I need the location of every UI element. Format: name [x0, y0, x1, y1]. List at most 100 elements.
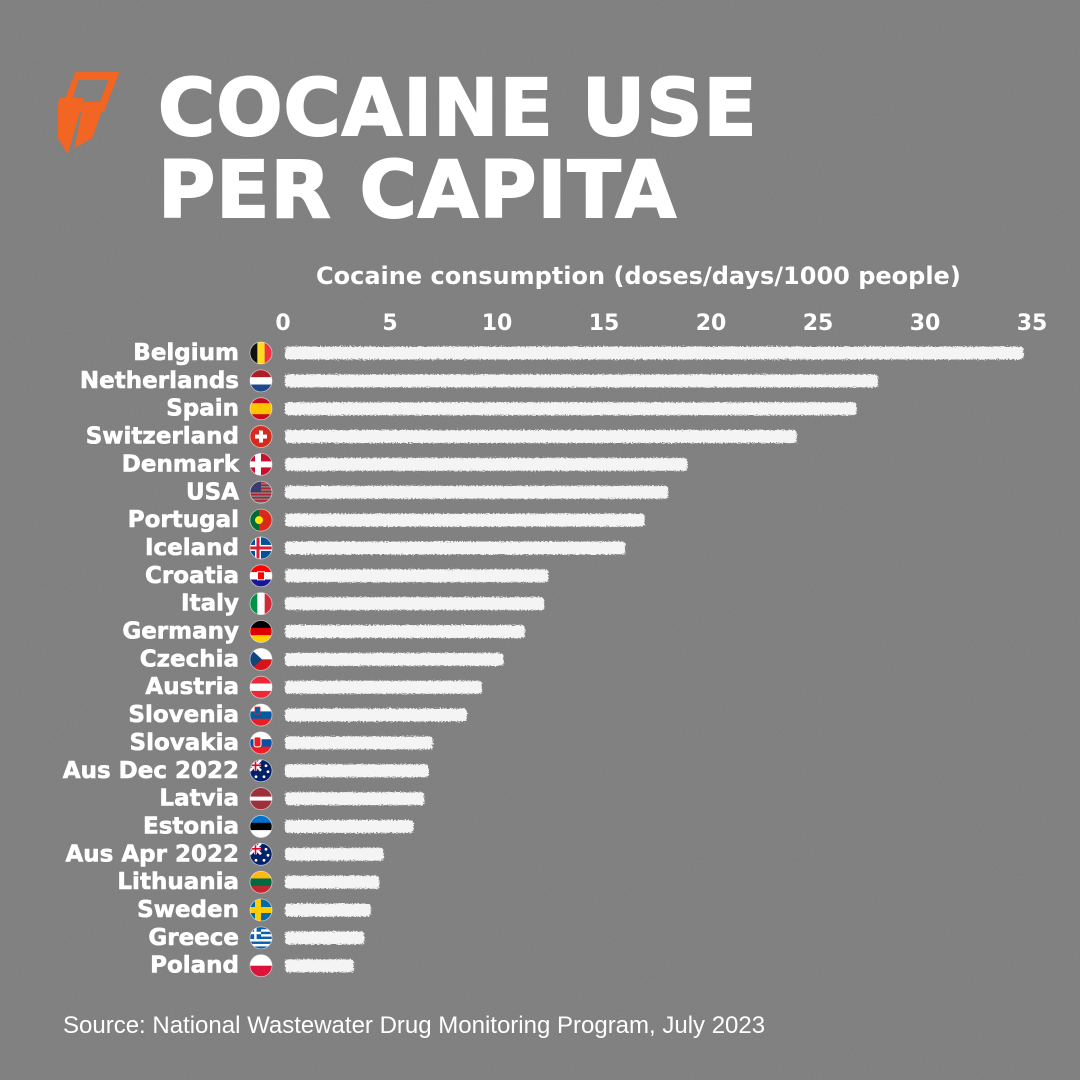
bar	[285, 819, 414, 833]
category-label: Germany	[122, 619, 239, 645]
austria-flag-icon	[249, 675, 273, 699]
sweden-flag-icon	[249, 898, 273, 922]
x-tick-label: 20	[696, 311, 727, 336]
chart-row: Switzerland	[85, 423, 797, 450]
spain-flag-icon	[249, 397, 273, 421]
x-tick-label: 15	[589, 311, 620, 336]
category-label: Latvia	[159, 786, 239, 812]
greece-flag-icon	[249, 926, 273, 950]
germany-flag-icon	[249, 620, 273, 643]
bar	[285, 569, 549, 583]
category-label: Austria	[145, 674, 239, 700]
lithuania-flag-icon	[249, 870, 273, 894]
category-label: Slovakia	[130, 730, 239, 756]
chart-row: Poland	[150, 952, 354, 979]
chart-row: Austria	[145, 674, 483, 701]
estonia-flag-icon	[249, 815, 273, 838]
chart-row: USA	[186, 479, 669, 506]
bar	[285, 625, 525, 638]
chart-row: Czechia	[139, 646, 504, 673]
bar	[285, 875, 380, 889]
slovakia-flag-icon	[249, 731, 273, 755]
bar	[285, 903, 371, 917]
australia-flag-icon	[249, 759, 273, 783]
bar	[285, 457, 688, 471]
category-label: Greece	[148, 925, 239, 951]
category-label: Portugal	[128, 507, 239, 533]
x-tick-label: 5	[382, 311, 397, 336]
x-axis-title: Cocaine consumption (doses/days/1000 peo…	[316, 262, 961, 290]
bar	[285, 402, 857, 416]
category-label: Iceland	[145, 535, 239, 561]
czechia-flag-icon	[249, 647, 273, 671]
chart-row: Italy	[181, 590, 545, 617]
iceland-flag-icon	[249, 536, 273, 560]
bar	[285, 346, 1024, 360]
category-label: Estonia	[143, 813, 239, 839]
chart-row: Netherlands	[80, 368, 878, 394]
chart-row: Portugal	[127, 507, 645, 533]
bar	[285, 430, 797, 444]
chart-row: Lithuania	[117, 869, 380, 895]
category-label: Italy	[181, 591, 239, 617]
chart-row: Latvia	[159, 785, 425, 812]
denmark-flag-icon	[249, 452, 273, 476]
chart-row: Slovenia	[128, 702, 468, 728]
sbs-logo-icon	[58, 72, 120, 154]
chart-row: Aus Dec 2022	[62, 757, 429, 784]
category-label: Czechia	[140, 646, 239, 672]
x-tick-label: 35	[1017, 311, 1048, 336]
category-label: Aus Apr 2022	[66, 841, 240, 867]
bar	[285, 764, 429, 778]
bar	[285, 736, 433, 750]
chart-row: Estonia	[143, 813, 414, 840]
bar	[285, 513, 645, 527]
category-label: Aus Dec 2022	[63, 758, 239, 784]
portugal-flag-icon	[249, 508, 273, 532]
bar	[285, 959, 354, 973]
slovenia-flag-icon	[249, 703, 273, 727]
chart-row: Belgium	[133, 340, 1024, 366]
x-tick-label: 25	[803, 311, 834, 336]
x-tick-label: 10	[482, 311, 513, 336]
bar	[285, 485, 669, 499]
category-label: Lithuania	[117, 869, 239, 895]
bar	[285, 792, 425, 806]
category-label: Denmark	[122, 451, 240, 477]
chart-row: Denmark	[121, 451, 688, 478]
chart-row: Greece	[148, 925, 365, 951]
croatia-flag-icon	[249, 564, 273, 588]
chart-row: Slovakia	[129, 730, 433, 756]
category-label: Spain	[166, 396, 239, 422]
chart-row: Spain	[166, 395, 857, 422]
switzerland-flag-icon	[249, 425, 273, 448]
poland-flag-icon	[249, 954, 273, 978]
bar	[285, 597, 545, 611]
category-label: USA	[186, 479, 239, 505]
category-label: Belgium	[133, 340, 239, 366]
latvia-flag-icon	[249, 787, 273, 810]
page-title-line-1: COCAINE USE	[157, 64, 758, 154]
chart-row: Croatia	[145, 562, 549, 589]
bar	[285, 847, 384, 861]
netherlands-flag-icon	[249, 369, 273, 393]
category-label: Sweden	[137, 897, 239, 923]
chart-row: Iceland	[145, 535, 626, 561]
x-tick-label: 30	[910, 311, 941, 336]
chart-row: Aus Apr 2022	[65, 841, 384, 868]
page-title-line-2: PER CAPITA	[157, 146, 677, 236]
usa-flag-icon	[249, 480, 273, 504]
bar	[285, 680, 483, 694]
source-note: Source: National Wastewater Drug Monitor…	[63, 1012, 766, 1039]
category-label: Croatia	[145, 563, 239, 589]
italy-flag-icon	[249, 592, 273, 616]
category-label: Netherlands	[80, 368, 239, 394]
chart-row: Germany	[122, 618, 525, 645]
chart-row: Sweden	[137, 897, 371, 923]
chart-rows: BelgiumNetherlandsSpainSwitzerlandDenmar…	[62, 340, 1024, 979]
x-tick-label: 0	[275, 311, 290, 336]
bar	[285, 708, 468, 722]
category-label: Switzerland	[86, 424, 239, 450]
